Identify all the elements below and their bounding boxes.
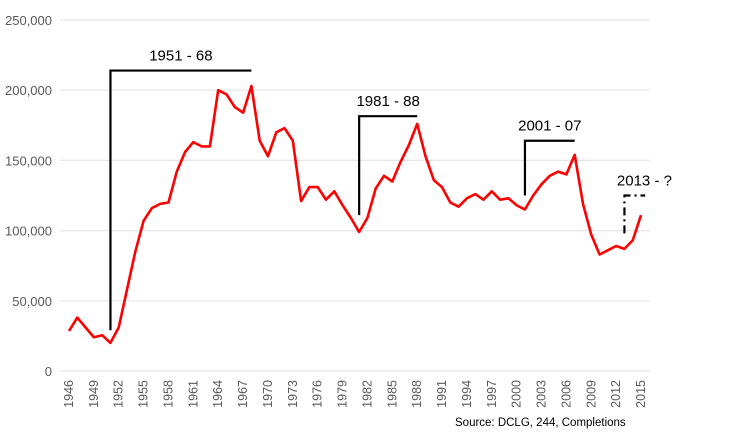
gridlines xyxy=(60,19,650,372)
annotations: 1951 - 68 1981 - 88 2001 - 07 2013 - ? xyxy=(109,48,672,331)
x-tick-label: 1949 xyxy=(87,380,101,408)
annotation-label: 1951 - 68 xyxy=(149,48,212,65)
y-tick-label: 50,000 xyxy=(12,294,52,309)
annotation-bracket xyxy=(358,115,418,216)
source-note: Source: DCLG, 244, Completions xyxy=(455,417,626,429)
annotation-bracket xyxy=(523,139,575,196)
x-tick-label: 1970 xyxy=(261,380,275,408)
x-tick-label: 1958 xyxy=(161,380,175,408)
annotation-label: 2001 - 07 xyxy=(518,118,581,135)
x-tick-label: 2015 xyxy=(634,380,648,408)
series-line-completions xyxy=(67,84,643,345)
annotation-label: 1981 - 88 xyxy=(356,93,419,110)
x-tick-label: 1961 xyxy=(186,380,200,408)
annotation-bracket xyxy=(109,69,252,331)
series-layer xyxy=(67,84,643,345)
x-tick-label: 1988 xyxy=(410,380,424,408)
x-tick-label: 2000 xyxy=(510,380,524,408)
y-axis-ticks: 0 50,000 100,000 150,000 200,000 250,000 xyxy=(5,13,52,379)
annotation-bracket xyxy=(623,194,646,234)
x-tick-label: 1982 xyxy=(360,380,374,408)
x-tick-label: 1973 xyxy=(286,380,300,408)
y-tick-label: 100,000 xyxy=(5,224,52,239)
x-tick-label: 1946 xyxy=(62,380,76,408)
x-tick-label: 2012 xyxy=(609,380,623,408)
x-tick-label: 1955 xyxy=(137,380,151,408)
x-tick-label: 2006 xyxy=(559,380,573,408)
x-tick-label: 1964 xyxy=(211,380,225,408)
x-axis-ticks: 1946 1949 1952 1955 1958 1961 1964 1967 1970 1973… xyxy=(62,380,648,408)
x-tick-label: 1985 xyxy=(385,380,399,408)
x-tick-label: 1976 xyxy=(311,380,325,408)
x-tick-label: 1997 xyxy=(485,380,499,408)
y-tick-label: 150,000 xyxy=(5,153,52,168)
x-tick-label: 1952 xyxy=(112,380,126,408)
x-tick-label: 1991 xyxy=(435,380,449,408)
x-tick-label: 1979 xyxy=(336,380,350,408)
y-tick-label: 200,000 xyxy=(5,83,52,98)
annotation-label: 2013 - ? xyxy=(617,173,672,190)
x-tick-label: 2009 xyxy=(584,380,598,408)
y-tick-label: 250,000 xyxy=(5,13,52,28)
y-tick-label: 0 xyxy=(45,364,52,379)
x-tick-label: 1994 xyxy=(460,380,474,408)
x-tick-label: 2003 xyxy=(535,380,549,408)
x-tick-label: 1967 xyxy=(236,380,250,408)
